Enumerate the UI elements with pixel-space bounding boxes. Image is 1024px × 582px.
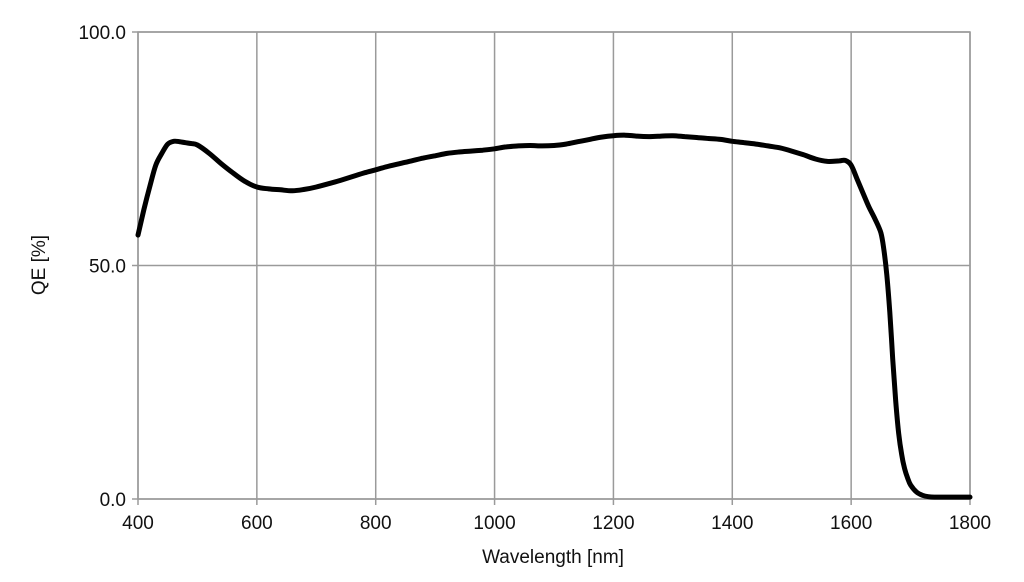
y-tick-label: 100.0 [78,23,126,44]
x-tick-label: 1000 [473,513,515,534]
x-tick-label: 1400 [711,513,753,534]
x-axis-tick-labels: 400 600 800 1000 1200 1400 1600 1800 [122,513,991,534]
y-axis-tick-labels: 0.0 50.0 100.0 [78,23,126,511]
x-tick-label: 800 [360,513,392,534]
y-tick-label: 50.0 [89,257,126,278]
axes [132,31,971,505]
x-tick-label: 1600 [830,513,872,534]
x-tick-label: 1800 [949,513,991,534]
x-tick-label: 600 [241,513,273,534]
x-tick-label: 400 [122,513,154,534]
x-tick-label: 1200 [592,513,634,534]
x-axis-title: Wavelength [nm] [482,547,624,568]
y-tick-label: 0.0 [100,490,126,511]
series-line-qe [135,132,973,500]
y-axis-title: QE [%] [29,235,50,295]
gridlines [137,31,971,500]
